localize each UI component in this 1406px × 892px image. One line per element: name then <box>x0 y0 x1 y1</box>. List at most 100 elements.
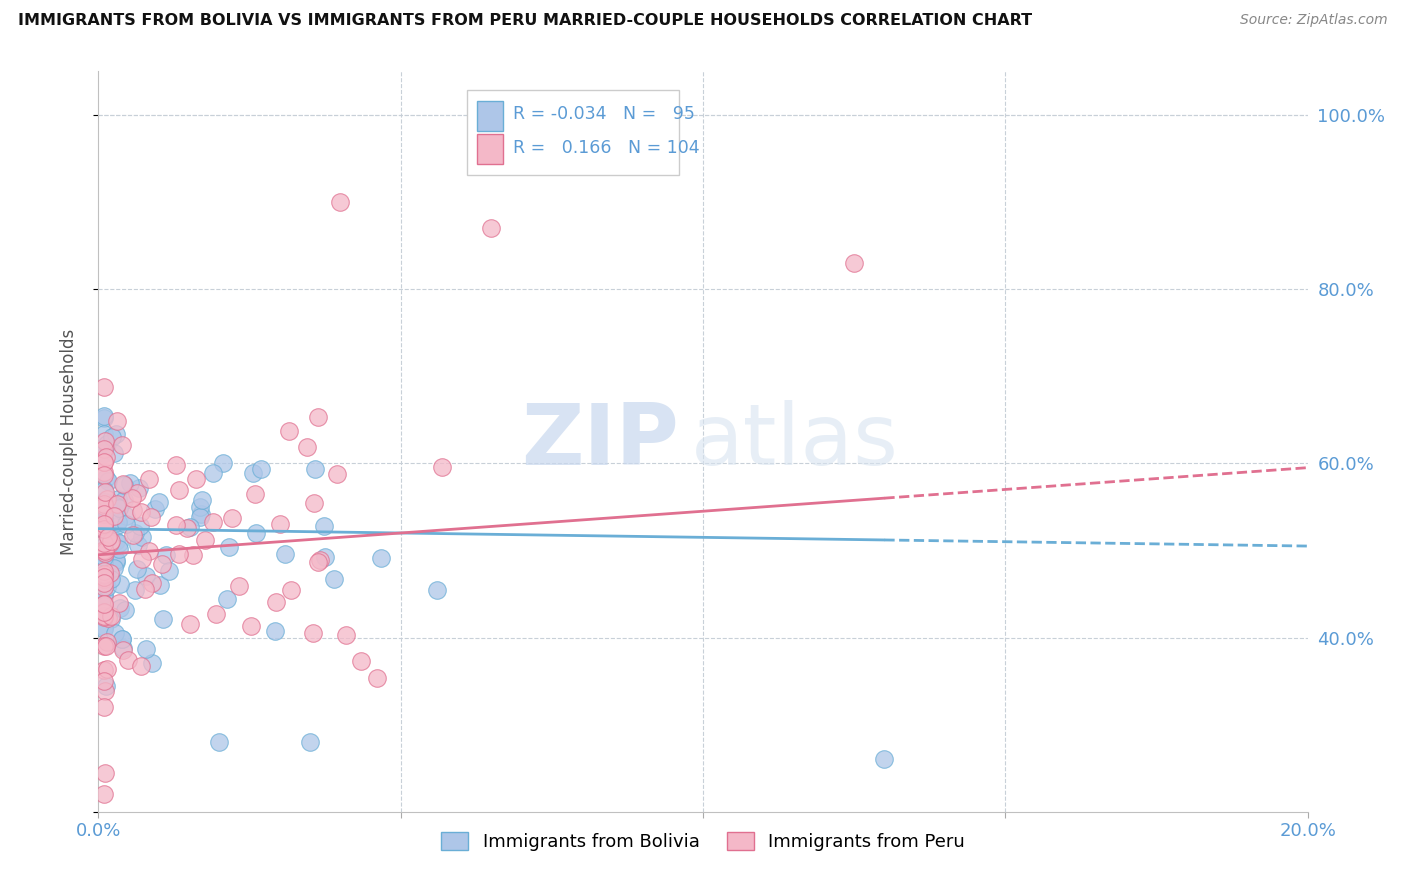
Point <box>141 576 163 591</box>
Point <box>93 610 115 624</box>
Point <box>134 642 156 657</box>
Point <box>314 549 336 564</box>
Point <box>93 566 115 581</box>
Point <box>112 478 135 492</box>
Point <box>131 530 153 544</box>
Point <box>105 497 128 511</box>
Point <box>93 455 115 469</box>
Point <box>302 626 325 640</box>
Point <box>93 575 115 590</box>
Point <box>93 536 115 550</box>
Point <box>93 700 115 714</box>
Text: R = -0.034   N =   95: R = -0.034 N = 95 <box>513 105 695 123</box>
Point <box>103 509 125 524</box>
Point <box>148 495 170 509</box>
Point <box>350 654 373 668</box>
Point <box>188 500 211 515</box>
Point <box>93 605 115 619</box>
Point <box>107 516 129 530</box>
FancyBboxPatch shape <box>477 101 503 130</box>
Point <box>93 587 115 601</box>
Point <box>93 455 115 469</box>
Point <box>167 483 190 498</box>
Point <box>873 752 896 766</box>
Point <box>94 639 117 653</box>
Point <box>97 474 120 488</box>
Point <box>93 622 115 636</box>
Point <box>108 576 131 591</box>
Point <box>264 594 287 608</box>
FancyBboxPatch shape <box>477 135 503 164</box>
Point <box>94 543 117 558</box>
Point <box>366 671 388 685</box>
Point <box>96 437 118 451</box>
FancyBboxPatch shape <box>467 90 679 175</box>
Point <box>107 492 129 507</box>
Point <box>104 626 127 640</box>
Point <box>93 597 115 611</box>
Point <box>149 578 172 592</box>
Point <box>218 540 240 554</box>
Point <box>322 572 344 586</box>
Text: R =   0.166   N = 104: R = 0.166 N = 104 <box>513 138 700 157</box>
Point <box>176 521 198 535</box>
Point <box>167 548 190 562</box>
Point <box>111 477 134 491</box>
Point <box>93 640 115 654</box>
Point <box>96 450 118 464</box>
Point <box>215 592 238 607</box>
Point <box>93 519 115 533</box>
Point <box>93 515 115 529</box>
Point <box>107 500 129 515</box>
Point <box>243 486 266 500</box>
Point <box>201 466 224 480</box>
Point <box>134 569 156 583</box>
Point <box>309 553 332 567</box>
Point <box>165 518 187 533</box>
Point <box>110 438 132 452</box>
Point <box>93 467 115 482</box>
Point <box>179 617 201 632</box>
Point <box>93 599 115 614</box>
Point <box>370 551 392 566</box>
Point <box>127 562 149 576</box>
Point <box>299 735 322 749</box>
Point <box>124 526 146 541</box>
Point <box>181 549 204 563</box>
Point <box>93 446 115 460</box>
Point <box>274 547 297 561</box>
Point <box>122 527 145 541</box>
Point <box>94 485 117 500</box>
Point <box>114 517 136 532</box>
Point <box>93 510 115 524</box>
Point <box>307 555 329 569</box>
Point <box>112 492 135 507</box>
Point <box>93 517 115 532</box>
Point <box>844 256 866 270</box>
Text: ZIP: ZIP <box>522 400 679 483</box>
Point <box>105 553 128 567</box>
Point <box>103 561 125 575</box>
Point <box>304 461 326 475</box>
Point <box>108 596 131 610</box>
Legend: Immigrants from Bolivia, Immigrants from Peru: Immigrants from Bolivia, Immigrants from… <box>434 824 972 858</box>
Point <box>100 608 122 623</box>
Point <box>240 618 263 632</box>
Point <box>242 466 264 480</box>
Point <box>93 409 115 423</box>
Point <box>96 491 118 506</box>
Point <box>93 434 115 449</box>
Point <box>143 501 166 516</box>
Point <box>93 787 115 801</box>
Point <box>430 459 453 474</box>
Point <box>141 656 163 670</box>
Point <box>94 546 117 560</box>
Point <box>93 549 115 564</box>
Point <box>111 640 134 655</box>
Point <box>184 472 207 486</box>
Point <box>93 483 115 497</box>
Point <box>98 566 121 581</box>
Point <box>105 414 128 428</box>
Point <box>111 642 134 657</box>
Point <box>93 500 115 514</box>
